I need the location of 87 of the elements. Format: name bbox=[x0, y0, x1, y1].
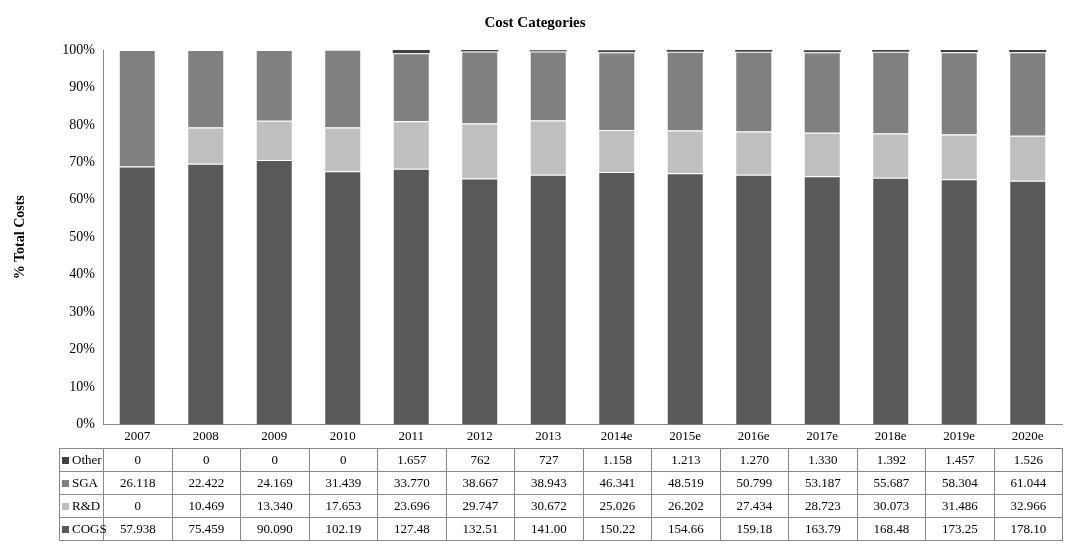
text: 53.187 bbox=[788, 471, 857, 495]
legend-label: COGS bbox=[72, 521, 107, 536]
text: 10.469 bbox=[172, 494, 241, 518]
text: 61.044 bbox=[994, 471, 1063, 495]
text: 50.799 bbox=[720, 471, 789, 495]
legend-label: Other bbox=[72, 452, 102, 467]
y-tick-label: 50% bbox=[69, 228, 96, 244]
y-tick-label: 70% bbox=[69, 153, 96, 169]
text: 132.51 bbox=[446, 517, 515, 541]
text: 38.943 bbox=[514, 471, 583, 495]
x-tick-label: 2013 bbox=[535, 427, 562, 443]
text: 29.747 bbox=[446, 494, 515, 518]
x-tick-label: 2010 bbox=[329, 427, 356, 443]
text: 58.304 bbox=[925, 471, 994, 495]
y-tick-label: 100% bbox=[62, 41, 96, 57]
text: 150.22 bbox=[583, 517, 652, 541]
text: 1.330 bbox=[788, 448, 857, 472]
text: 141.00 bbox=[514, 517, 583, 541]
y-axis-title: % Total Costs bbox=[12, 194, 28, 280]
text: 0 bbox=[103, 494, 172, 518]
text: 163.79 bbox=[788, 517, 857, 541]
text: 24.169 bbox=[240, 471, 309, 495]
text: 1.158 bbox=[583, 448, 652, 472]
text: 30.073 bbox=[857, 494, 926, 518]
text: 0 bbox=[103, 448, 172, 472]
text: 127.48 bbox=[377, 517, 446, 541]
x-tick-label: 2020e bbox=[1011, 427, 1044, 443]
text: 17.653 bbox=[309, 494, 378, 518]
text: 90.090 bbox=[240, 517, 309, 541]
text: 75.459 bbox=[172, 517, 241, 541]
text: 0 bbox=[309, 448, 378, 472]
x-tick-label: 2011 bbox=[398, 427, 425, 443]
x-tick-label: 2014e bbox=[600, 427, 633, 443]
text: 762 bbox=[446, 448, 515, 472]
y-tick-label: 80% bbox=[69, 116, 96, 132]
x-tick-label: 2007 bbox=[124, 427, 151, 443]
text: 46.341 bbox=[583, 471, 652, 495]
text: 23.696 bbox=[377, 494, 446, 518]
x-tick-label: 2009 bbox=[261, 427, 288, 443]
text: 727 bbox=[514, 448, 583, 472]
text: 154.66 bbox=[651, 517, 720, 541]
text: 1.457 bbox=[925, 448, 994, 472]
text: 55.687 bbox=[857, 471, 926, 495]
text: 178.10 bbox=[994, 517, 1063, 541]
text: 1.392 bbox=[857, 448, 926, 472]
text: 1.526 bbox=[994, 448, 1063, 472]
y-tick-label: 0% bbox=[76, 416, 96, 432]
text: 48.519 bbox=[651, 471, 720, 495]
x-tick-label: 2019e bbox=[943, 427, 976, 443]
y-tick-label: 90% bbox=[69, 79, 96, 95]
text: 26.202 bbox=[651, 494, 720, 518]
legend-label: R&D bbox=[72, 498, 101, 513]
y-tick-label: 10% bbox=[69, 378, 96, 394]
text: 57.938 bbox=[119, 521, 156, 536]
x-tick-label: 2012 bbox=[466, 427, 493, 443]
text: 27.434 bbox=[720, 494, 789, 518]
x-tick-label: 2008 bbox=[192, 427, 219, 443]
text: 1.213 bbox=[651, 448, 720, 472]
text: 38.667 bbox=[446, 471, 515, 495]
chart-title: Cost Categories bbox=[484, 13, 586, 30]
x-tick-label: 2016e bbox=[737, 427, 770, 443]
x-tick-label: 2018e bbox=[874, 427, 907, 443]
text: 1.657 bbox=[377, 448, 446, 472]
y-tick-label: 20% bbox=[69, 341, 96, 357]
text: 22.422 bbox=[172, 471, 241, 495]
text: 28.723 bbox=[788, 494, 857, 518]
y-tick-label: 60% bbox=[69, 191, 96, 207]
text: 33.770 bbox=[377, 471, 446, 495]
text: 1.270 bbox=[720, 448, 789, 472]
text: 13.340 bbox=[240, 494, 309, 518]
y-tick-label: 40% bbox=[69, 266, 96, 282]
text: 0 bbox=[240, 448, 309, 472]
legend-label: SGA bbox=[72, 475, 99, 490]
text: 25.026 bbox=[583, 494, 652, 518]
text: 159.18 bbox=[720, 517, 789, 541]
text: 30.672 bbox=[514, 494, 583, 518]
x-tick-label: 2015e bbox=[669, 427, 702, 443]
text: 0 bbox=[172, 448, 241, 472]
text: 26.118 bbox=[103, 471, 172, 495]
y-tick-label: 30% bbox=[69, 303, 96, 319]
text: 31.486 bbox=[925, 494, 994, 518]
text: 102.19 bbox=[309, 517, 378, 541]
text: 168.48 bbox=[857, 517, 926, 541]
x-tick-label: 2017e bbox=[806, 427, 839, 443]
text: 31.439 bbox=[309, 471, 378, 495]
text: 173.25 bbox=[925, 517, 994, 541]
text: 32.966 bbox=[994, 494, 1063, 518]
